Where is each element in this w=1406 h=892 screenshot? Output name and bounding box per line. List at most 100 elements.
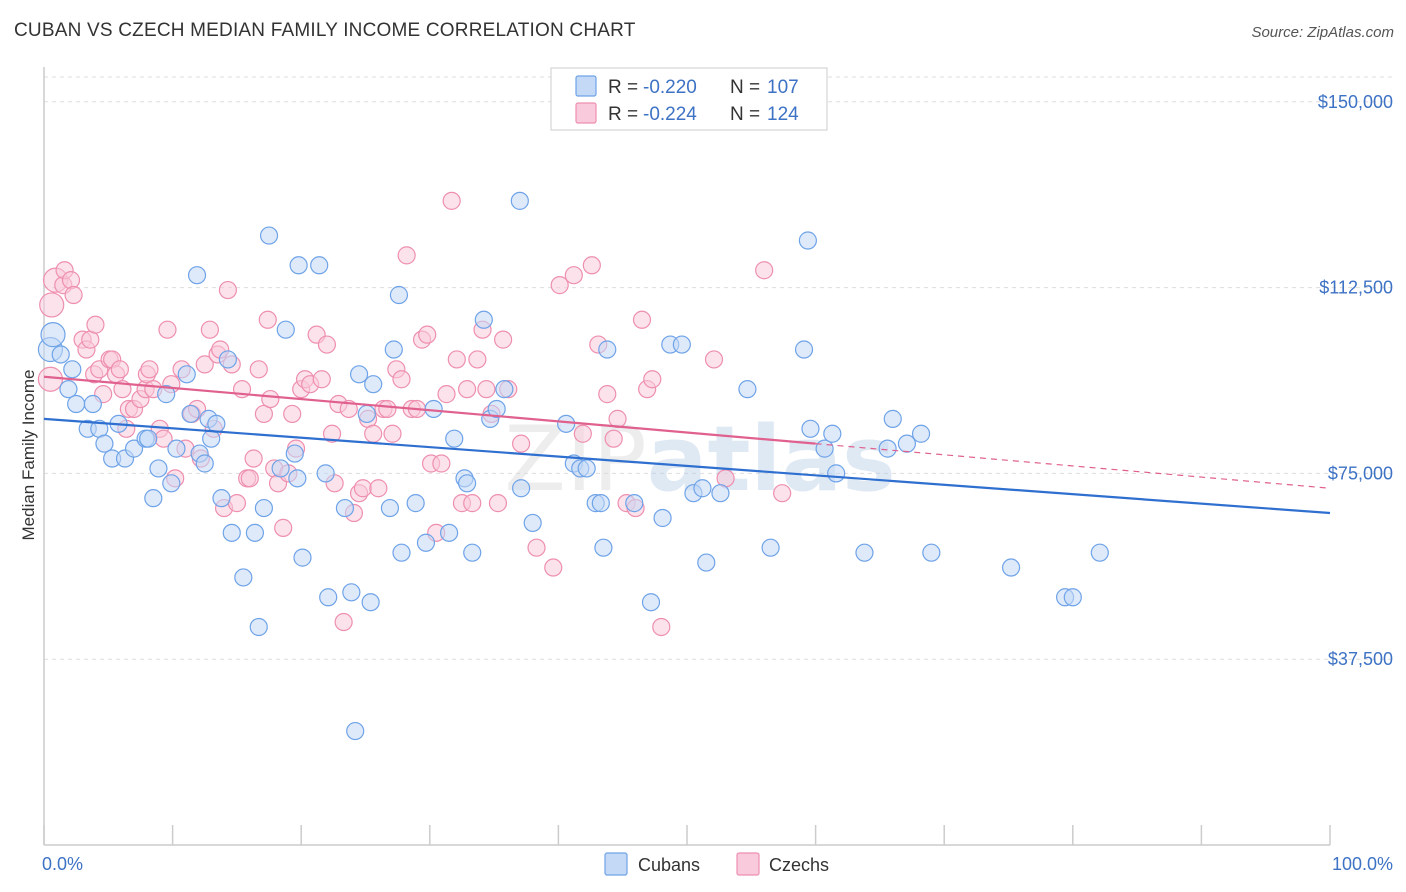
czechs-trend-line-extension: [815, 443, 1331, 489]
cubans-point-63: [457, 474, 477, 493]
cubans-point-1: [40, 322, 66, 348]
cubans-point-57: [406, 494, 425, 513]
cubans-point-103: [1001, 558, 1021, 577]
legend-n-label-cubans: N =: [730, 77, 760, 98]
cubans-point-22: [181, 404, 200, 424]
czechs-point-17: [110, 360, 129, 379]
czechs-point-100: [488, 494, 508, 513]
cubans-point-81: [641, 593, 661, 612]
cubans-point-75: [577, 459, 596, 478]
cubans-point-17: [149, 459, 168, 478]
series-legend-label-cubans: Cubans: [638, 855, 700, 875]
cubans-point-40: [288, 469, 307, 488]
cubans-point-60: [439, 523, 459, 542]
cubans-point-31: [222, 523, 241, 542]
cubans-point-67: [487, 399, 506, 419]
cubans-point-86: [693, 479, 712, 498]
watermark-atlas: atlas: [647, 407, 896, 512]
cubans-point-3: [59, 380, 78, 399]
cubans-point-99: [883, 409, 902, 428]
trend-lines: [43, 375, 1331, 515]
czechs-point-101: [494, 330, 513, 349]
cubans-point-106: [1090, 543, 1109, 562]
czechs-point-86: [418, 325, 437, 344]
cubans-point-80: [625, 494, 644, 513]
cubans-point-4: [63, 360, 82, 379]
y-tick-label-2: $112,500: [1319, 278, 1393, 298]
legend-n-value-czechs: 124: [767, 104, 799, 125]
legend-r-value-cubans: -0.220: [643, 77, 697, 98]
czechs-point-109: [582, 256, 601, 275]
czechs-point-120: [704, 350, 724, 369]
cubans-point-15: [139, 429, 158, 448]
czechs-point-69: [334, 612, 353, 632]
cubans-point-23: [187, 266, 207, 285]
cubans-point-29: [212, 489, 231, 508]
legend-swatch-czechs: [575, 102, 597, 124]
czechs-point-52: [258, 310, 277, 329]
x-tick-labels: 0.0% 100.0%: [42, 854, 1393, 874]
czechs-point-70: [339, 399, 358, 419]
legend-r-label-cubans: R =: [608, 77, 638, 98]
series-legend: Cubans Czechs: [604, 852, 829, 876]
y-tick-labels: $37,500 $75,000 $112,500 $150,000: [1318, 92, 1393, 669]
cubans-point-101: [911, 424, 931, 443]
cubans-point-84: [672, 335, 691, 354]
czechs-point-106: [550, 276, 569, 295]
cubans-point-89: [738, 380, 757, 399]
cubans-point-77: [591, 494, 610, 513]
cubans-point-41: [289, 256, 308, 275]
cubans-point-65: [474, 310, 493, 329]
czechs-point-66: [322, 424, 342, 443]
czechs-point-49: [244, 449, 263, 468]
cubans-point-38: [276, 320, 295, 339]
cubans-point-48: [346, 721, 365, 741]
cubans-point-100: [897, 434, 917, 453]
cubans-point-70: [512, 479, 531, 498]
cubans-point-13: [124, 439, 144, 458]
czechs-point-107: [564, 266, 583, 285]
czechs-point-111: [598, 385, 617, 404]
czechs-point-116: [632, 310, 652, 329]
cubans-point-2: [51, 345, 70, 364]
czechs-point-65: [317, 335, 337, 354]
czechs-point-1: [39, 292, 65, 318]
czechs-point-89: [432, 454, 451, 473]
cubans-point-52: [364, 375, 383, 394]
czechs-point-82: [397, 246, 416, 265]
cubans-point-72: [557, 414, 576, 433]
cubans-point-93: [801, 419, 820, 438]
cubans-point-58: [416, 533, 436, 552]
cubans-point-25: [195, 454, 214, 473]
cubans-point-39: [285, 444, 304, 463]
cubans-point-49: [349, 365, 369, 384]
y-tick-label-0: $37,500: [1328, 649, 1393, 669]
czechs-point-73: [353, 479, 373, 498]
cubans-point-61: [445, 429, 464, 448]
cubans-point-56: [392, 543, 411, 562]
czechs-point-50: [249, 360, 268, 379]
cubans-point-16: [144, 489, 163, 508]
cubans-point-68: [495, 380, 514, 399]
czechs-point-90: [437, 385, 456, 404]
cubans-point-28: [207, 414, 226, 433]
legend-r-value-czechs: -0.224: [643, 104, 697, 125]
series-legend-label-czechs: Czechs: [769, 855, 829, 875]
cubans-point-6: [67, 394, 86, 414]
czechs-point-75: [364, 424, 383, 443]
czechs-point-118: [643, 370, 662, 389]
series-legend-swatch-czechs: [736, 852, 760, 876]
cubans-point-42: [293, 548, 312, 567]
cubans-point-78: [594, 538, 613, 557]
czechs-point-53: [261, 389, 280, 409]
cubans-point-35: [254, 498, 274, 518]
czechs-point-123: [773, 484, 792, 503]
czechs-point-96: [468, 350, 487, 369]
cubans-point-47: [342, 583, 361, 602]
cubans-point-9: [95, 434, 114, 453]
cubans-point-20: [167, 439, 186, 458]
legend-n-value-cubans: 107: [767, 77, 799, 98]
cubans-point-43: [310, 256, 329, 275]
cubans-point-102: [922, 543, 941, 562]
